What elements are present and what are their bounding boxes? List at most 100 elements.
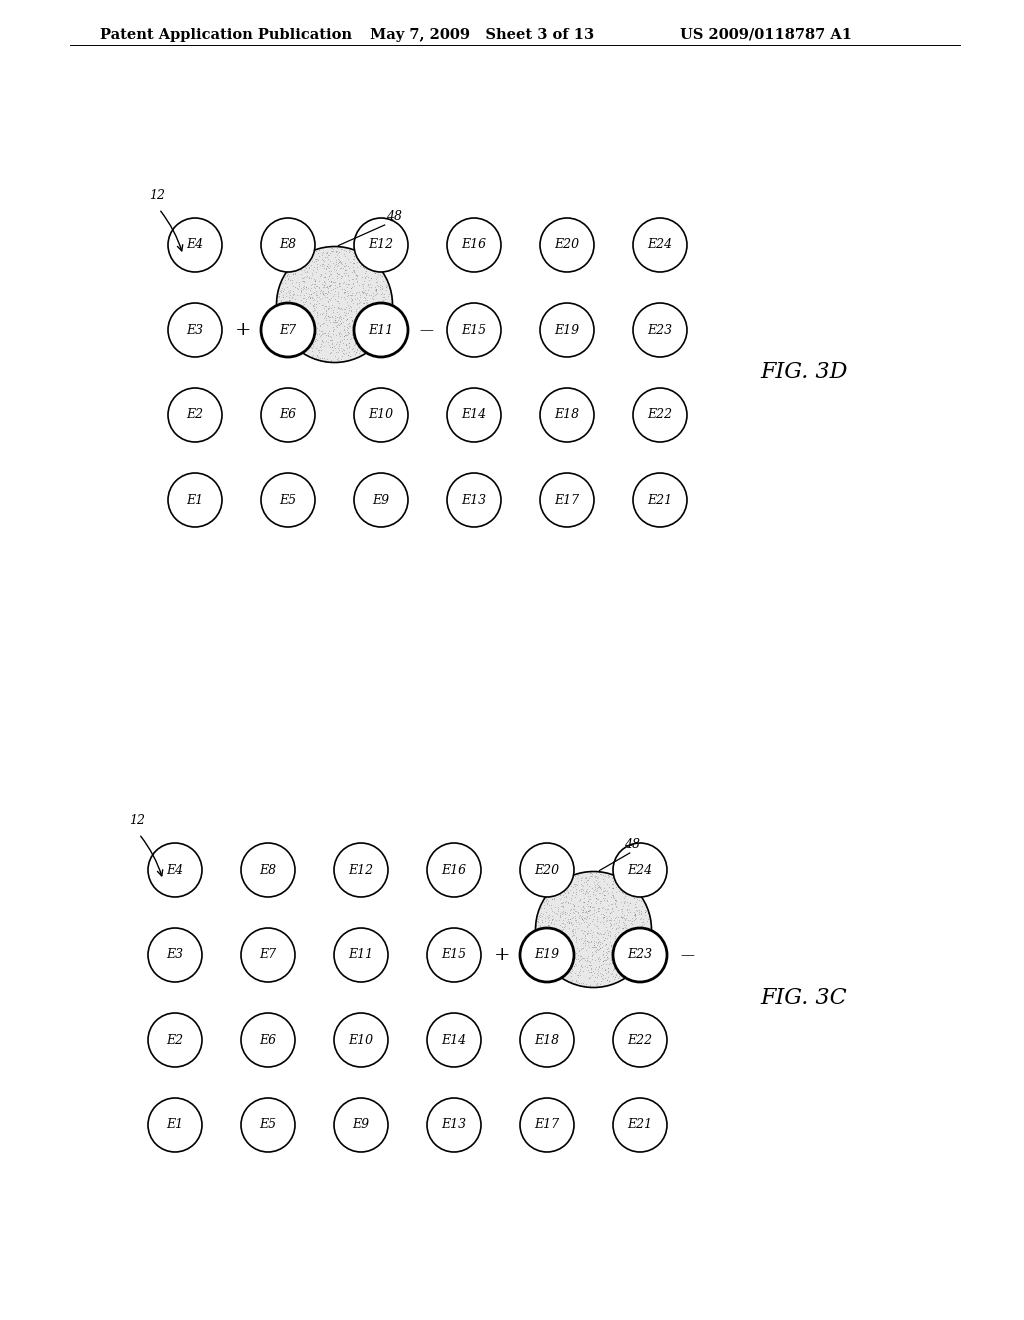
Text: E12: E12 <box>369 239 393 252</box>
Point <box>315 347 332 368</box>
Point <box>361 276 378 297</box>
Point <box>367 313 383 334</box>
Point <box>370 296 386 317</box>
Text: E22: E22 <box>628 1034 652 1047</box>
Point <box>333 251 349 272</box>
Point <box>299 323 315 345</box>
Point <box>311 271 328 292</box>
Point <box>313 304 330 325</box>
Point <box>321 265 337 286</box>
Point <box>381 294 397 315</box>
Point <box>362 317 379 338</box>
Point <box>554 891 570 912</box>
Point <box>598 909 614 931</box>
Point <box>589 966 605 987</box>
Point <box>374 290 390 312</box>
Point <box>555 887 571 908</box>
Point <box>362 317 379 338</box>
Point <box>635 923 651 944</box>
Point <box>628 953 644 974</box>
Point <box>625 931 641 952</box>
Point <box>617 966 634 987</box>
Point <box>303 325 319 346</box>
Point <box>329 331 345 352</box>
Point <box>611 880 628 902</box>
Point <box>311 282 328 304</box>
Point <box>594 880 610 902</box>
Point <box>336 282 352 304</box>
Point <box>571 972 588 993</box>
Point <box>315 313 332 334</box>
Point <box>604 874 621 895</box>
Point <box>331 306 347 327</box>
Point <box>357 263 374 284</box>
Point <box>558 923 574 944</box>
Point <box>556 941 572 962</box>
Point <box>332 236 348 257</box>
Point <box>331 242 347 263</box>
Point <box>601 920 617 941</box>
Point <box>628 907 644 928</box>
Point <box>601 970 617 991</box>
Point <box>302 247 318 268</box>
Point <box>561 950 578 972</box>
Point <box>331 292 347 313</box>
Point <box>616 968 633 989</box>
Point <box>575 921 592 942</box>
Point <box>329 255 345 276</box>
Point <box>538 902 554 923</box>
Point <box>274 300 291 321</box>
Point <box>629 921 645 942</box>
Point <box>323 330 339 351</box>
Point <box>372 309 388 330</box>
Point <box>336 325 352 346</box>
Point <box>556 942 572 964</box>
Text: E12: E12 <box>348 863 374 876</box>
Point <box>591 898 607 919</box>
Point <box>305 306 322 327</box>
Point <box>280 263 296 284</box>
Point <box>297 292 313 313</box>
Point <box>379 276 395 297</box>
Point <box>337 289 353 310</box>
Point <box>591 875 607 896</box>
Point <box>607 890 624 911</box>
Point <box>330 255 346 276</box>
Point <box>578 871 594 892</box>
Point <box>355 271 372 292</box>
Point <box>561 961 578 982</box>
Point <box>308 261 325 282</box>
Point <box>311 239 328 260</box>
Point <box>341 300 357 321</box>
Point <box>592 878 608 899</box>
Point <box>340 345 356 366</box>
Point <box>583 961 599 982</box>
Point <box>631 921 647 942</box>
Point <box>580 923 596 944</box>
Point <box>601 925 617 946</box>
Point <box>333 338 349 359</box>
Text: +: + <box>494 946 510 964</box>
Point <box>627 931 643 952</box>
Point <box>560 912 577 933</box>
Point <box>361 251 378 272</box>
Point <box>336 286 352 308</box>
Point <box>580 883 596 904</box>
Point <box>361 333 378 354</box>
Point <box>581 932 597 953</box>
Point <box>570 944 587 965</box>
Point <box>617 884 634 906</box>
Point <box>639 936 655 957</box>
Point <box>542 935 558 956</box>
Point <box>345 309 361 330</box>
Point <box>322 242 338 263</box>
Point <box>302 288 318 309</box>
Point <box>374 277 390 298</box>
Point <box>554 964 570 985</box>
Point <box>579 924 595 945</box>
Point <box>553 935 569 956</box>
Point <box>338 253 354 275</box>
Point <box>380 310 396 331</box>
Point <box>636 894 652 915</box>
Point <box>569 902 586 923</box>
